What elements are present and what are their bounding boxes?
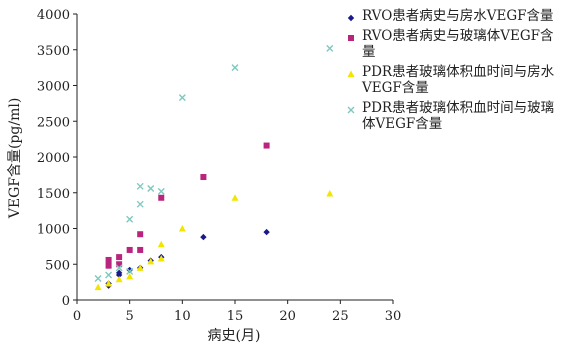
x-tick-label: 15 xyxy=(227,309,244,324)
data-point-series-2 xyxy=(105,256,112,263)
data-point-series-3 xyxy=(115,275,123,283)
data-point-series-4 xyxy=(136,182,144,190)
y-tick-label: 500 xyxy=(45,258,70,273)
y-tick-label: 3000 xyxy=(37,80,70,95)
y-tick-label: 3500 xyxy=(37,44,70,59)
data-point-series-2 xyxy=(200,174,207,181)
y-tick-label: 1500 xyxy=(37,187,70,202)
diamond-marker-icon xyxy=(347,14,355,22)
data-point-series-2 xyxy=(116,261,123,268)
legend-marker-symbol xyxy=(347,70,355,77)
data-point-series-4 xyxy=(105,271,113,279)
legend-item-4: PDR患者玻璃体积血时间与玻璃体VEGF含量 xyxy=(344,100,558,132)
data-point-series-3 xyxy=(231,194,239,201)
data-point-series-3 xyxy=(126,272,134,280)
data-point-series-4 xyxy=(231,64,239,72)
y-tick-label: 2500 xyxy=(37,115,70,130)
legend-label: RVO患者病史与玻璃体VEGF含量 xyxy=(362,28,554,60)
data-point-series-1 xyxy=(115,269,123,277)
legend-label: PDR患者玻璃体积血时间与玻璃体VEGF含量 xyxy=(362,100,555,132)
data-point-series-1 xyxy=(126,266,133,274)
data-point-series-2 xyxy=(263,142,270,149)
data-point-series-3 xyxy=(157,255,165,262)
data-point-series-2 xyxy=(158,194,165,201)
data-point-series-4 xyxy=(326,44,334,52)
legend-label: PDR患者玻璃体积血时间与房水VEGF含量 xyxy=(362,64,555,96)
data-point-series-2 xyxy=(105,262,112,269)
x-marker-icon xyxy=(347,106,355,114)
data-point-series-3 xyxy=(157,240,165,248)
data-point-series-1 xyxy=(263,228,270,236)
data-point-series-4 xyxy=(126,267,134,275)
data-point-series-3 xyxy=(326,189,334,197)
x-tick-label: 10 xyxy=(174,309,191,324)
x-tick-label: 0 xyxy=(73,309,81,324)
y-tick-label: 2000 xyxy=(37,151,70,166)
data-point-series-3 xyxy=(147,257,155,265)
legend-label: RVO患者病史与房水VEGF含量 xyxy=(362,8,554,24)
y-tick-label: 0 xyxy=(62,294,70,309)
data-point-series-4 xyxy=(157,187,165,195)
data-point-series-4 xyxy=(115,264,123,272)
x-tick-label: 20 xyxy=(279,309,296,324)
legend-item-2: RVO患者病史与玻璃体VEGF含量 xyxy=(344,28,558,60)
legend-marker-symbol xyxy=(347,14,355,22)
square-marker-icon xyxy=(348,35,354,41)
x-tick-label: 5 xyxy=(126,309,134,324)
data-point-series-2 xyxy=(137,246,144,253)
data-point-series-4 xyxy=(126,215,134,223)
legend-marker-symbol xyxy=(347,106,355,114)
data-point-series-3 xyxy=(105,280,113,287)
x-tick-label: 25 xyxy=(332,309,349,324)
legend-item-3: PDR患者玻璃体积血时间与房水VEGF含量 xyxy=(344,64,558,96)
data-point-series-4 xyxy=(136,200,144,208)
data-point-series-2 xyxy=(137,231,144,238)
triangle-marker-icon xyxy=(347,70,355,77)
data-point-series-2 xyxy=(126,246,133,253)
data-point-series-4 xyxy=(94,275,102,283)
data-point-series-4 xyxy=(147,184,155,192)
data-point-series-3 xyxy=(94,283,102,291)
data-point-series-1 xyxy=(200,233,207,241)
legend-marker-symbol xyxy=(348,35,354,41)
data-point-series-2 xyxy=(116,254,123,261)
y-tick-label: 4000 xyxy=(37,8,70,23)
legend-item-1: RVO患者病史与房水VEGF含量 xyxy=(344,8,558,24)
x-axis-title: 病史(月) xyxy=(208,328,261,344)
data-point-series-3 xyxy=(136,264,144,271)
legend: RVO患者病史与房水VEGF含量 RVO患者病史与玻璃体VEGF含量 PDR患者玻璃… xyxy=(344,8,558,136)
data-point-series-3 xyxy=(178,225,186,232)
x-tick-label: 30 xyxy=(385,309,402,324)
data-point-series-4 xyxy=(178,94,186,102)
y-tick-label: 1000 xyxy=(37,223,70,238)
y-axis-title: VEGF含量(pg/ml) xyxy=(7,98,23,220)
